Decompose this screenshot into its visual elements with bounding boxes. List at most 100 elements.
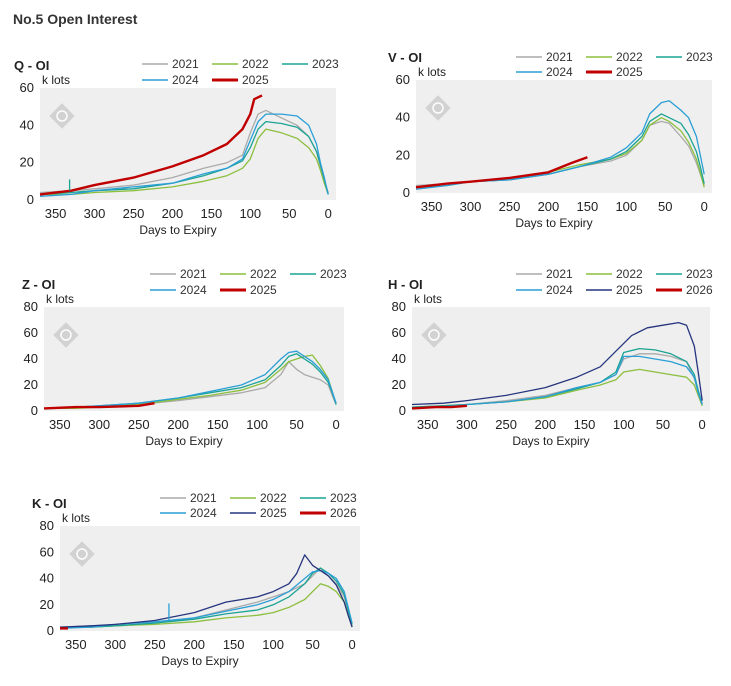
series-line-2024 xyxy=(415,100,705,190)
legend-label: 2022 xyxy=(616,267,643,281)
x-tick-label: 50 xyxy=(282,206,296,221)
chart-panel-q: Q - OI k lots 0 20 40 60 350 300 250 200 150 100 50 0… xyxy=(12,50,362,245)
chart-title: K - OI xyxy=(32,496,67,511)
x-tick-label: 250 xyxy=(144,637,166,652)
x-tick-label: 300 xyxy=(88,417,110,432)
x-tick-label: 50 xyxy=(658,199,672,214)
x-tick-label: 350 xyxy=(45,206,67,221)
x-axis-label: Days to Expiry xyxy=(145,434,222,448)
legend-label: 2023 xyxy=(686,50,713,64)
x-tick-label: 0 xyxy=(348,637,355,652)
series-line-2024 xyxy=(411,355,703,410)
legend-label: 2021 xyxy=(172,57,199,71)
legend-label: 2021 xyxy=(180,267,207,281)
legend-item-2022: 2022 xyxy=(586,50,643,64)
x-tick-label: 150 xyxy=(207,417,229,432)
x-tick-label: 150 xyxy=(223,637,245,652)
legend-label: 2023 xyxy=(330,491,357,505)
y-tick-label: 40 xyxy=(392,351,406,366)
legend-label: 2024 xyxy=(546,283,573,297)
series-line-2026 xyxy=(411,404,467,410)
y-axis-unit: k lots xyxy=(62,511,90,525)
x-tick-label: 300 xyxy=(104,637,126,652)
legend-item-2025: 2025 xyxy=(220,283,277,297)
legend-label: 2025 xyxy=(616,283,643,297)
y-axis-unit: k lots xyxy=(46,292,74,306)
x-axis-label: Days to Expiry xyxy=(161,654,238,668)
y-tick-label: 60 xyxy=(396,72,410,87)
legend-item-2024: 2024 xyxy=(516,65,573,79)
x-tick-label: 100 xyxy=(613,417,635,432)
legend-item-2023: 2023 xyxy=(656,267,713,281)
watermark-logo xyxy=(421,322,447,348)
legend-label: 2025 xyxy=(250,283,277,297)
legend-item-2022: 2022 xyxy=(586,267,643,281)
legend-label: 2024 xyxy=(190,506,217,520)
series-line-2022 xyxy=(40,128,329,196)
x-tick-label: 100 xyxy=(246,417,268,432)
legend-label: 2026 xyxy=(686,283,713,297)
legend-label: 2022 xyxy=(250,267,277,281)
x-tick-label: 0 xyxy=(701,199,708,214)
x-tick-label: 0 xyxy=(699,417,706,432)
legend-label: 2023 xyxy=(686,267,713,281)
series-line-2025 xyxy=(39,94,263,196)
legend-label: 2025 xyxy=(260,506,287,520)
y-tick-label: 60 xyxy=(392,325,406,340)
x-tick-label: 350 xyxy=(49,417,71,432)
y-axis-unit: k lots xyxy=(414,292,442,306)
legend-item-2021: 2021 xyxy=(160,491,217,505)
x-tick-label: 100 xyxy=(615,199,637,214)
x-tick-label: 250 xyxy=(128,417,150,432)
y-tick-label: 40 xyxy=(40,571,54,586)
x-tick-label: 0 xyxy=(332,417,339,432)
legend-item-2026: 2026 xyxy=(300,506,357,520)
legend-item-2022: 2022 xyxy=(230,491,287,505)
y-tick-label: 0 xyxy=(31,403,38,418)
x-tick-label: 250 xyxy=(495,417,517,432)
legend-item-2025: 2025 xyxy=(230,506,287,520)
x-tick-label: 300 xyxy=(460,199,482,214)
chart-svg-k: K - OIk lots 0 20 40 60 80 350 300 250 200 150 100 5… xyxy=(32,491,360,668)
y-axis-unit: k lots xyxy=(418,65,446,79)
x-tick-label: 200 xyxy=(162,206,184,221)
legend-item-2021: 2021 xyxy=(150,267,207,281)
legend-item-2021: 2021 xyxy=(516,50,573,64)
legend-label: 2024 xyxy=(172,73,199,87)
y-tick-label: 80 xyxy=(24,299,38,314)
legend-label: 2025 xyxy=(616,65,643,79)
plot-area xyxy=(416,80,712,193)
x-tick-label: 100 xyxy=(239,206,261,221)
legend-item-2024: 2024 xyxy=(516,283,573,297)
y-tick-label: 40 xyxy=(20,117,34,132)
legend-item-2024: 2024 xyxy=(160,506,217,520)
y-tick-label: 60 xyxy=(20,80,34,95)
legend-item-2026: 2026 xyxy=(656,283,713,297)
x-axis-label: Days to Expiry xyxy=(515,216,592,230)
legend-item-2025: 2025 xyxy=(586,283,643,297)
chart-title: V - OI xyxy=(388,50,422,65)
x-tick-label: 50 xyxy=(305,637,319,652)
y-tick-label: 20 xyxy=(20,155,34,170)
plot-area xyxy=(412,307,710,411)
x-tick-label: 200 xyxy=(538,199,560,214)
series-line-2025 xyxy=(411,321,703,406)
series-line-2025 xyxy=(415,156,588,189)
legend-label: 2025 xyxy=(242,73,269,87)
chart-panel-k: K - OI k lots 0 20 40 60 80 350 300 250 200 150 100 5… xyxy=(30,486,375,686)
legend-label: 2021 xyxy=(546,267,573,281)
watermark-logo xyxy=(69,541,95,567)
series-line-2024 xyxy=(43,350,337,410)
legend-item-2022: 2022 xyxy=(220,267,277,281)
legend-label: 2022 xyxy=(242,57,269,71)
legend-label: 2024 xyxy=(546,65,573,79)
page-title: No.5 Open Interest xyxy=(13,11,138,27)
watermark-logo xyxy=(53,322,79,348)
y-tick-label: 40 xyxy=(24,351,38,366)
chart-title: Z - OI xyxy=(22,277,55,292)
y-tick-label: 0 xyxy=(403,185,410,200)
legend-label: 2023 xyxy=(312,57,339,71)
legend-item-2021: 2021 xyxy=(516,267,573,281)
y-tick-label: 20 xyxy=(24,377,38,392)
series-line-2025 xyxy=(59,554,353,628)
